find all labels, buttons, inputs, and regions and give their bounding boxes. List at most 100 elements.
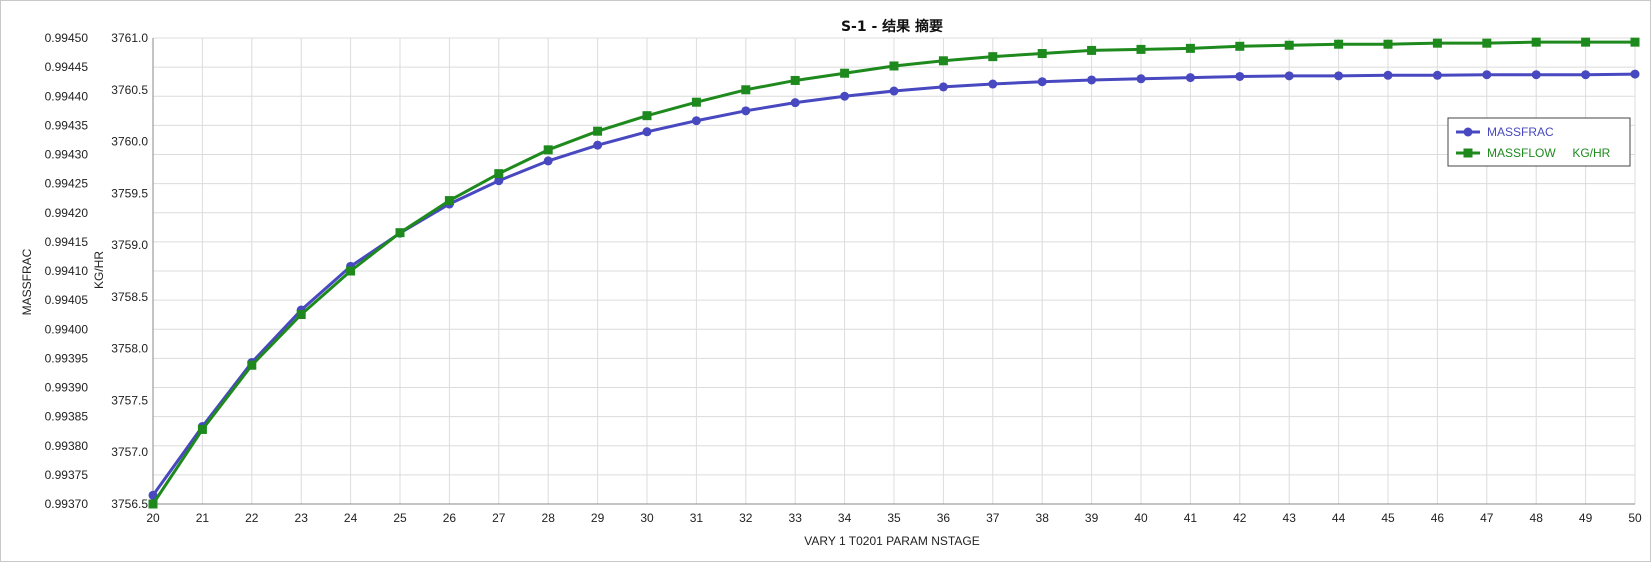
data-point-square	[1185, 43, 1195, 53]
x-tick-label: 26	[443, 511, 457, 525]
data-point-square	[1087, 45, 1097, 55]
x-tick-label: 50	[1628, 511, 1642, 525]
y-right-tick-label: 3759.0	[111, 238, 148, 252]
y-right-tick-label: 3760.5	[111, 83, 148, 97]
y-axis-left-title: MASSFRAC	[20, 248, 34, 315]
y-left-tick-label: 0.99450	[45, 31, 89, 45]
y-left-tick-label: 0.99385	[45, 410, 89, 424]
data-point-square	[988, 52, 998, 62]
y-left-tick-label: 0.99410	[45, 264, 89, 278]
x-tick-label: 23	[295, 511, 309, 525]
data-point-circle	[1037, 77, 1047, 87]
x-tick-label: 44	[1332, 511, 1346, 525]
data-point-circle	[938, 82, 948, 92]
x-tick-label: 33	[789, 511, 803, 525]
data-point-square	[1630, 37, 1640, 47]
legend-label: MASSFLOW KG/HR	[1487, 146, 1611, 160]
x-tick-label: 40	[1134, 511, 1148, 525]
data-point-square	[395, 228, 405, 238]
data-point-square	[1383, 39, 1393, 49]
x-tick-label: 28	[542, 511, 556, 525]
x-tick-label: 49	[1579, 511, 1593, 525]
y-left-tick-label: 0.99370	[45, 497, 89, 511]
data-point-square	[543, 145, 553, 155]
data-point-circle	[790, 98, 800, 108]
data-point-circle	[494, 176, 504, 186]
data-point-square	[1482, 38, 1492, 48]
y-right-tick-label: 3757.5	[111, 393, 148, 407]
x-tick-label: 30	[640, 511, 654, 525]
data-point-circle	[1185, 73, 1195, 83]
data-point-square	[1037, 49, 1047, 59]
data-point-square	[296, 309, 306, 319]
y-left-tick-label: 0.99425	[45, 177, 89, 191]
data-point-circle	[1334, 71, 1344, 81]
x-tick-label: 32	[739, 511, 753, 525]
data-point-square	[1334, 39, 1344, 49]
x-tick-label: 37	[986, 511, 1000, 525]
data-point-circle	[1630, 69, 1640, 79]
x-tick-label: 46	[1431, 511, 1445, 525]
x-tick-label: 22	[245, 511, 259, 525]
y-left-tick-label: 0.99400	[45, 322, 89, 336]
x-axis-title: VARY 1 T0201 PARAM NSTAGE	[804, 534, 979, 548]
data-point-circle	[1087, 75, 1097, 85]
x-tick-label: 24	[344, 511, 358, 525]
data-point-circle	[1432, 70, 1442, 80]
data-point-square	[593, 126, 603, 136]
data-point-circle	[1482, 70, 1492, 80]
y-left-tick-label: 0.99435	[45, 118, 89, 132]
y-left-tick-label: 0.99395	[45, 351, 89, 365]
legend[interactable]: MASSFRAC MASSFLOW KG/HR	[1447, 117, 1631, 167]
data-point-square	[1531, 37, 1541, 47]
data-point-square	[1581, 37, 1591, 47]
y-right-tick-label: 3756.5	[111, 497, 148, 511]
y-axis-right-title: KG/HR	[92, 251, 106, 289]
data-point-circle	[691, 116, 701, 126]
chart-title: S-1 - 结果 摘要	[841, 18, 943, 35]
data-point-square	[642, 111, 652, 121]
y-left-tick-label: 0.99380	[45, 439, 89, 453]
legend-box	[1447, 117, 1631, 167]
series-massflow	[148, 37, 1640, 509]
x-tick-label: 20	[146, 511, 160, 525]
x-tick-label: 36	[937, 511, 951, 525]
data-point-circle	[1581, 70, 1591, 80]
data-point-square	[889, 61, 899, 71]
y-right-tick-label: 3759.5	[111, 186, 148, 200]
data-point-square	[938, 56, 948, 66]
data-point-square	[444, 196, 454, 206]
x-tick-label: 29	[591, 511, 605, 525]
data-point-circle	[1531, 70, 1541, 80]
data-point-circle	[543, 156, 553, 166]
legend-square-marker	[1463, 148, 1473, 158]
x-tick-label: 41	[1184, 511, 1198, 525]
data-point-circle	[1235, 71, 1245, 81]
x-tick-label: 25	[393, 511, 407, 525]
data-point-circle	[741, 106, 751, 116]
y-right-tick-label: 3758.5	[111, 290, 148, 304]
y-left-tick-label: 0.99405	[45, 293, 89, 307]
data-point-square	[1136, 44, 1146, 54]
data-point-circle	[1136, 74, 1146, 84]
x-tick-label: 43	[1283, 511, 1297, 525]
x-tick-label: 31	[690, 511, 704, 525]
data-point-circle	[593, 140, 603, 150]
y-right-tick-label: 3757.0	[111, 445, 148, 459]
data-point-circle	[148, 490, 158, 500]
x-tick-label: 39	[1085, 511, 1099, 525]
data-point-circle	[642, 127, 652, 137]
x-tick-label: 47	[1480, 511, 1494, 525]
y-left-tick-label: 0.99390	[45, 381, 89, 395]
y-right-tick-label: 3761.0	[111, 31, 148, 45]
data-point-square	[691, 97, 701, 107]
data-point-square	[1284, 40, 1294, 50]
y-right-tick-label: 3758.0	[111, 342, 148, 356]
x-tick-label: 42	[1233, 511, 1247, 525]
x-tick-label: 38	[1036, 511, 1050, 525]
data-point-square	[741, 85, 751, 95]
y-left-tick-label: 0.99375	[45, 468, 89, 482]
y-left-tick-label: 0.99415	[45, 235, 89, 249]
